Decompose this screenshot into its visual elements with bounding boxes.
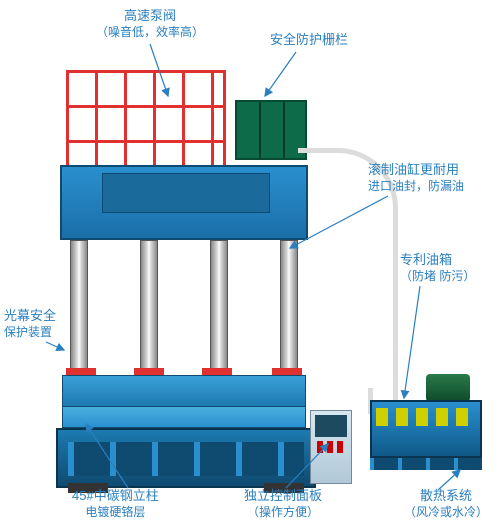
label-title: 专利油箱 — [400, 252, 452, 267]
label-tank: 专利油箱 （防堵 防污） — [400, 252, 475, 284]
label-title: 高速泵阀 — [124, 8, 176, 23]
label-sub: 保护装置 — [4, 325, 56, 341]
label-title: 安全防护栅栏 — [270, 32, 348, 47]
label-cooling: 散热系统 （风冷或水冷） — [404, 488, 488, 520]
press-machine — [60, 70, 310, 480]
bolster-plate — [62, 406, 306, 428]
label-panel: 独立控制面板 （操作方便） — [244, 488, 322, 520]
label-sub: （风冷或水冷） — [404, 505, 488, 521]
machine-base — [56, 428, 316, 488]
label-title: 光幕安全 — [4, 308, 56, 323]
safety-guard-rail — [235, 100, 307, 160]
safety-cage — [66, 70, 226, 180]
upper-beam — [60, 165, 308, 240]
label-sub: （操作方便） — [244, 505, 322, 521]
label-cylinder: 滚制油缸更耐用 进口油封，防漏油 — [368, 162, 464, 194]
label-guard: 安全防护栅栏 — [270, 32, 348, 49]
label-curtain: 光幕安全 保护装置 — [4, 308, 56, 340]
label-column: 45#中碳钢立柱 电镀硬铬层 — [72, 488, 159, 520]
label-title: 滚制油缸更耐用 — [368, 162, 459, 177]
label-title: 45#中碳钢立柱 — [72, 488, 159, 503]
slide-plate — [62, 375, 306, 407]
gauges — [376, 408, 476, 426]
label-title: 独立控制面板 — [244, 488, 322, 503]
label-sub: 进口油封，防漏油 — [368, 179, 464, 195]
label-pump: 高速泵阀 （噪音低，效率高） — [96, 8, 204, 40]
label-sub: （防堵 防污） — [400, 269, 475, 285]
control-panel — [310, 410, 352, 484]
label-sub: 电镀硬铬层 — [72, 505, 159, 521]
label-title: 散热系统 — [420, 488, 472, 503]
label-sub: （噪音低，效率高） — [96, 25, 204, 41]
motor — [426, 374, 470, 402]
hydraulic-power-unit — [370, 370, 488, 472]
